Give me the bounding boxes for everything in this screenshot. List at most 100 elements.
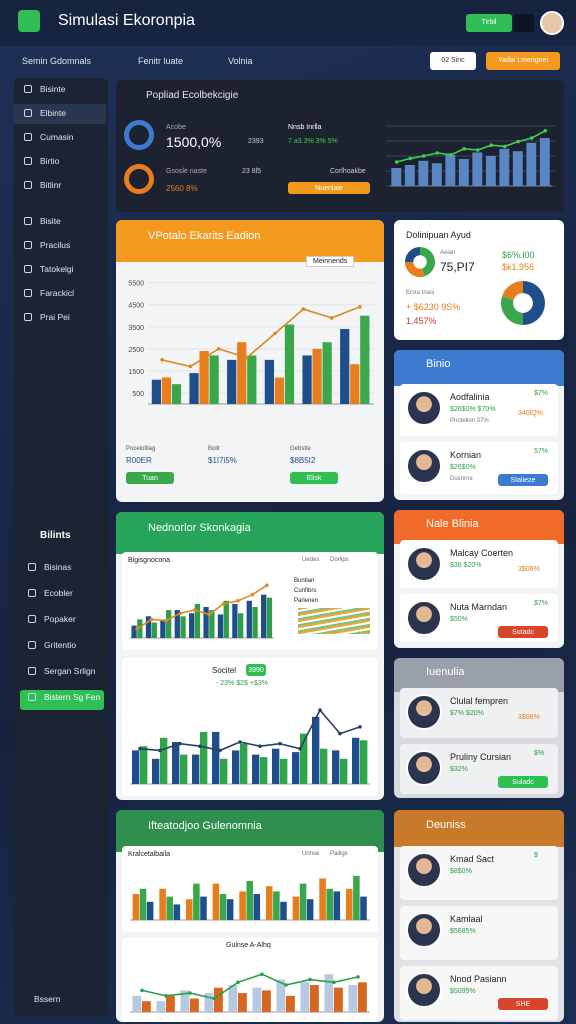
logo[interactable] [18,10,40,32]
filter[interactable]: Uedes [302,557,320,563]
sidebar-item[interactable]: Popaker [44,614,76,624]
bar [458,159,469,186]
bar [340,758,348,784]
panel-header: Ifteatodjoo Gulenomnia [116,810,384,852]
ring [124,120,154,150]
person-pct: $ [534,852,538,859]
person-name: Nnod Pasiann [450,974,507,984]
avatar[interactable] [540,11,564,35]
bar [203,607,209,638]
point [394,160,399,164]
bar [238,613,244,638]
header: Simulasi Ekoronpia Tirbil [0,0,576,46]
main-panel: VPotalo Ekarits Eadion Meinnends 500 1500… [116,220,384,502]
avatar [406,912,442,948]
bar [146,901,154,920]
avatar [406,852,442,888]
point [318,708,322,712]
bar [232,603,238,638]
sidebar-item[interactable]: Bistern Sg Fen [44,692,101,702]
sidebar-item[interactable]: Pracilus [40,240,71,250]
nav-button[interactable]: 02 Sinc [430,52,476,70]
sidebar-item[interactable]: Gritentio [44,640,77,650]
bar [306,899,314,920]
sidebar-item[interactable]: Farackicl [40,288,75,298]
point [260,972,264,976]
bottom-panel: Ifteatodjoo Gulenomnia Kralcetalbaila Un… [116,810,384,1022]
bar [299,883,307,920]
sidebar-item[interactable]: Sergan Srlign [44,666,96,676]
bar [132,894,140,920]
stat-label: Acobe [166,124,186,131]
point [435,151,440,155]
pie [501,281,545,325]
stat-button[interactable]: Tuan [126,472,174,484]
sidebar-item[interactable]: Bisinas [44,562,72,572]
point [188,991,192,995]
y-tick-label: 4500 [128,303,144,310]
bar [180,616,186,638]
point [238,740,242,744]
person-button[interactable]: Sutadc [498,626,548,638]
filter[interactable]: Pailigs [330,851,348,857]
bar [139,888,147,920]
person-name: Kmad Sact [450,854,495,864]
bar [193,883,200,920]
bar [252,754,260,784]
sidebar-item[interactable]: Elbinte [40,108,66,118]
nav-item[interactable]: Volnia [228,56,253,66]
header-button[interactable]: Tirbil [466,14,512,32]
nav-button[interactable]: Yadai Lmengoei [486,52,560,70]
sidebar-item[interactable]: Bitlinr [40,180,62,190]
bar [302,355,312,404]
decor-area [298,608,370,634]
active-bg [14,104,106,124]
sidebar-item[interactable]: Birtio [40,156,60,166]
filter[interactable]: Dorlips [330,557,349,563]
card-label: Aeian [440,250,456,256]
sidebar-footer[interactable]: Bssern [34,994,61,1004]
person-button[interactable]: Stalieze [498,474,548,486]
point [221,602,226,606]
panel-header: Deuniss [394,810,564,847]
card-stat: + $6230 9S% [406,302,461,312]
sidebar-item[interactable]: Ecobler [44,588,73,598]
stat-button[interactable]: Elisk [290,472,338,484]
bar [174,610,180,638]
bar [324,974,334,1012]
bar [260,757,268,784]
line [396,130,546,163]
nav-item[interactable]: Fenitr luate [138,56,184,66]
person-name: Kornian [450,450,482,460]
overview-button[interactable]: Nuenlaie [288,182,370,194]
bar [274,377,285,404]
avatar [406,448,442,484]
sidebar-item[interactable]: Prai Pei [40,312,70,322]
bar [151,379,162,404]
active-item[interactable] [20,690,104,710]
sidebar-item[interactable]: Bisite [40,216,61,226]
point [332,980,336,985]
person-button[interactable]: SHE [498,998,548,1010]
point [356,975,360,979]
sidebar-item[interactable]: Bisinte [40,84,66,94]
bar [326,888,333,920]
nav-item[interactable]: Semin Gdomnals [22,56,92,66]
point [158,748,162,753]
filter[interactable]: Unnse [302,851,320,857]
menu-icon [28,693,36,701]
bar [292,896,300,920]
point [212,996,216,1001]
sidebar-item[interactable]: Tatokelgi [40,264,74,274]
sub-chart [130,708,370,785]
filter[interactable]: Meinnends [306,256,355,267]
stat-label: Gebstle [290,446,311,452]
sidebar-item[interactable]: Cumasin [40,132,74,142]
point [358,725,362,729]
bar [352,737,360,784]
menu[interactable] [514,14,534,32]
bar [246,881,253,920]
person-button[interactable]: Suladc [498,776,548,788]
sub-card: Kralcetalbaila Unnse Pailigs [122,846,378,932]
